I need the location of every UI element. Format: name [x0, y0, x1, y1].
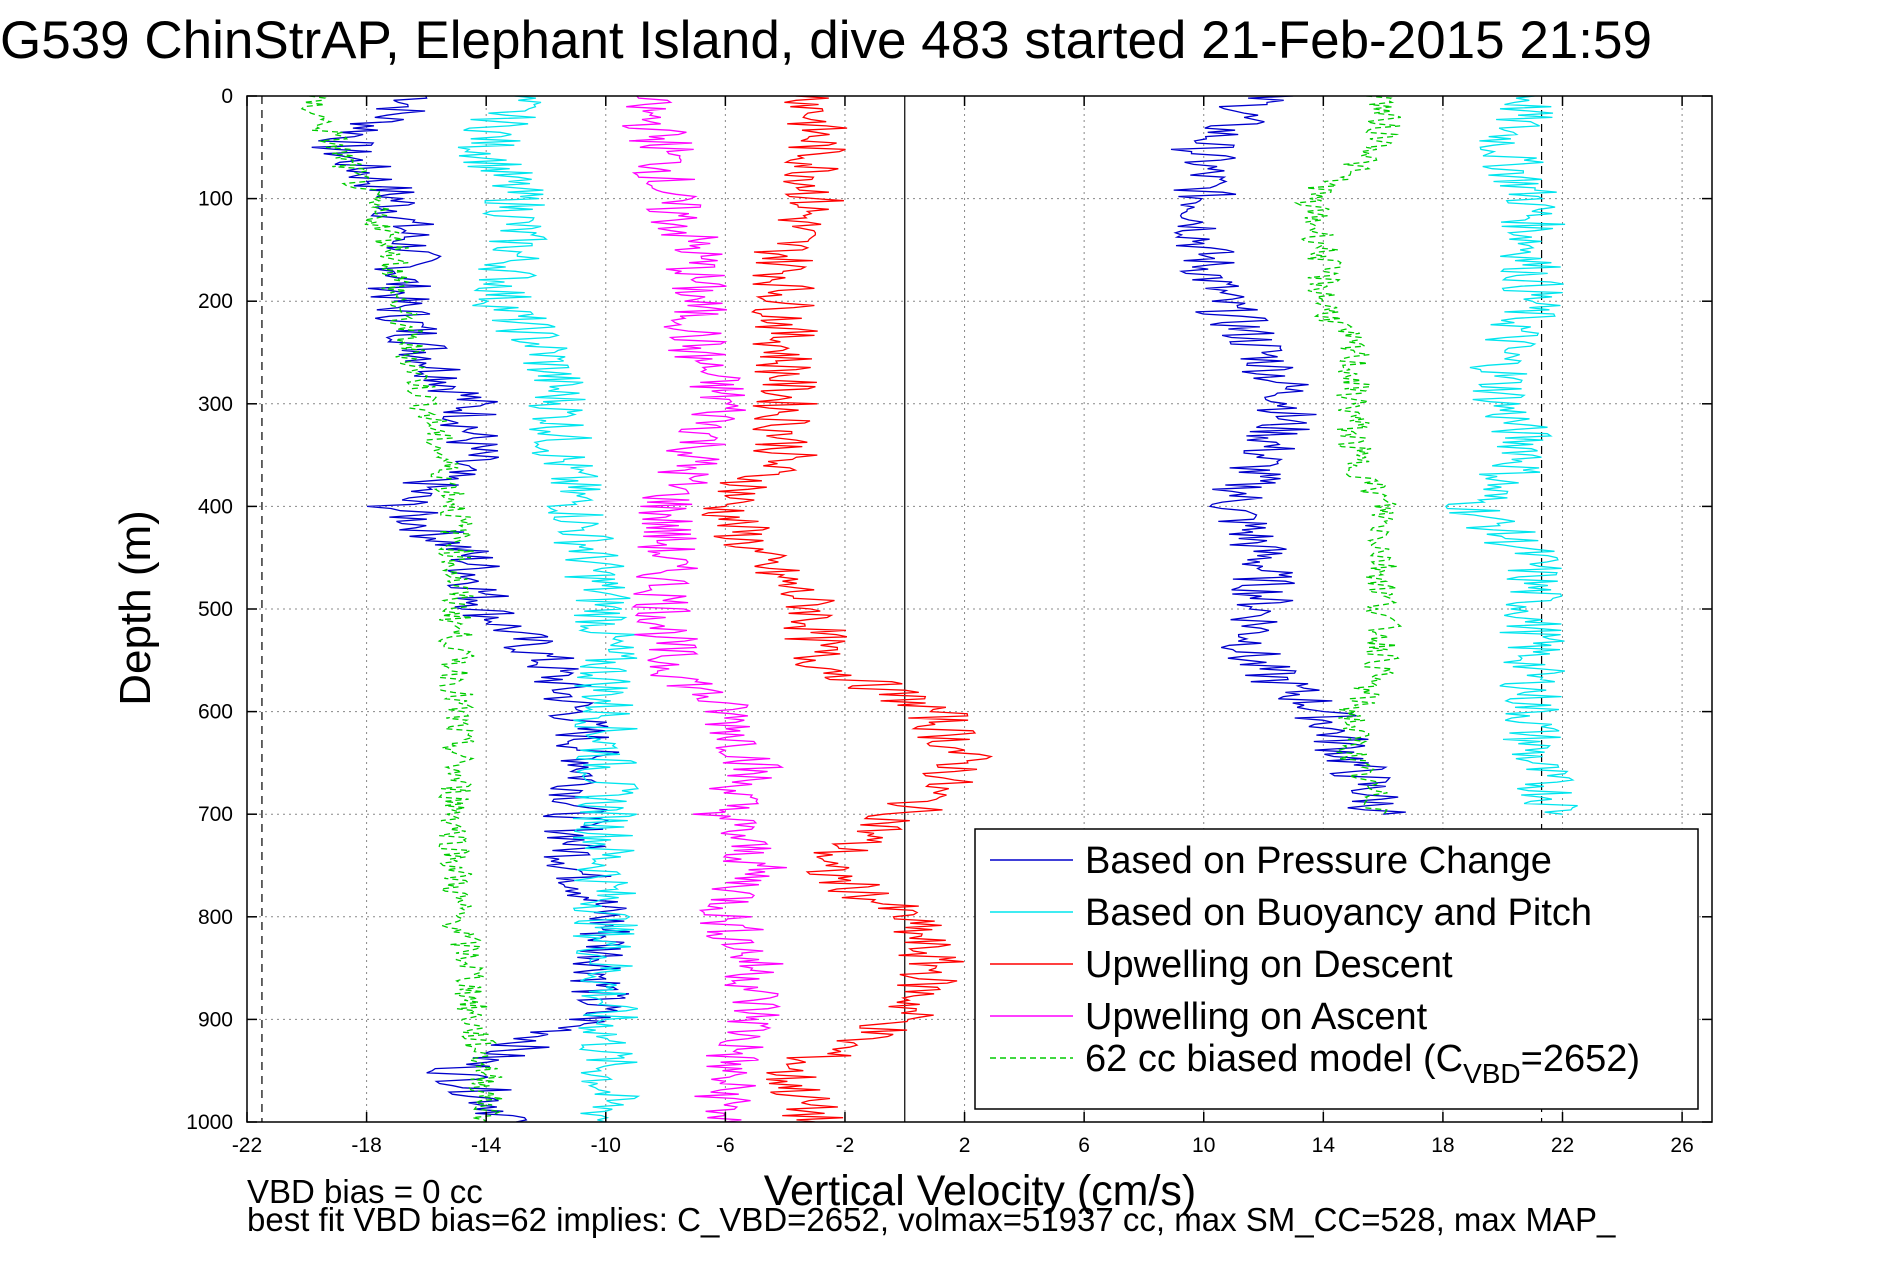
- series-line-5-descent: [300, 96, 504, 1122]
- x-tick-label: 6: [1078, 1134, 1090, 1157]
- x-tick-label: -6: [716, 1134, 735, 1157]
- y-tick-label: 400: [198, 495, 233, 518]
- chart-title: G539 ChinStrAP, Elephant Island, dive 48…: [0, 11, 1652, 70]
- footer-line-2: best fit VBD bias=62 implies: C_VBD=2652…: [247, 1201, 1616, 1238]
- series-line-1-ascent: [1170, 96, 1406, 815]
- series-line-1-descent: [311, 96, 630, 1122]
- footer-line-1: VBD bias = 0 cc: [247, 1173, 483, 1210]
- y-axis-label: Depth (m): [111, 510, 160, 706]
- x-tick-label: 2: [959, 1134, 971, 1157]
- x-tick-label: 18: [1431, 1134, 1454, 1157]
- y-tick-labels: 0 100 200 300 400 500 600 700 800 900 1000: [186, 85, 233, 1134]
- y-tick-label: 200: [198, 290, 233, 313]
- series-line-3-values: [701, 96, 994, 1122]
- x-tick-label: -10: [591, 1134, 621, 1157]
- legend-label-4: Upwelling on Ascent: [1085, 996, 1428, 1038]
- legend-label-3: Upwelling on Descent: [1085, 944, 1453, 986]
- y-tick-label: 0: [221, 85, 233, 108]
- series-lines: [300, 96, 1578, 1122]
- x-tick-label: -14: [471, 1134, 502, 1157]
- x-tick-label: 22: [1551, 1134, 1574, 1157]
- series-line-4-values: [622, 96, 787, 1122]
- y-tick-label: 600: [198, 701, 233, 724]
- tick-marks: [246, 95, 1712, 1123]
- series-line-2-ascent: [1445, 96, 1578, 815]
- x-tick-label: -2: [836, 1134, 855, 1157]
- x-tick-label: -22: [232, 1134, 262, 1157]
- y-tick-label: 500: [198, 598, 233, 621]
- y-tick-label: 100: [198, 188, 233, 211]
- legend-box: [974, 828, 1699, 1110]
- x-tick-label: 26: [1670, 1134, 1693, 1157]
- y-tick-label: 800: [198, 906, 233, 929]
- legend: Based on Pressure Change Based on Buoyanc…: [974, 828, 1699, 1110]
- series-line-5-ascent: [1293, 96, 1403, 815]
- legend-label-1: Based on Pressure Change: [1085, 840, 1552, 882]
- y-tick-label: 700: [198, 803, 233, 826]
- x-tick-label: 14: [1312, 1134, 1336, 1157]
- x-tick-labels: -22 -18 -14 -10 -6 -2 2 6 10 14 18 22 26: [232, 1134, 1694, 1157]
- x-axis-label: Vertical Velocity (cm/s): [764, 1167, 1197, 1215]
- legend-label-2: Based on Buoyancy and Pitch: [1085, 892, 1592, 934]
- x-tick-label: -18: [351, 1134, 381, 1157]
- legend-label-5: 62 cc biased model (CVBD=2652): [1085, 1038, 1640, 1089]
- x-tick-label: 10: [1192, 1134, 1215, 1157]
- series-line-2-descent: [457, 96, 641, 1122]
- y-tick-label: 1000: [186, 1111, 233, 1134]
- y-tick-label: 900: [198, 1008, 233, 1031]
- y-tick-label: 300: [198, 393, 233, 416]
